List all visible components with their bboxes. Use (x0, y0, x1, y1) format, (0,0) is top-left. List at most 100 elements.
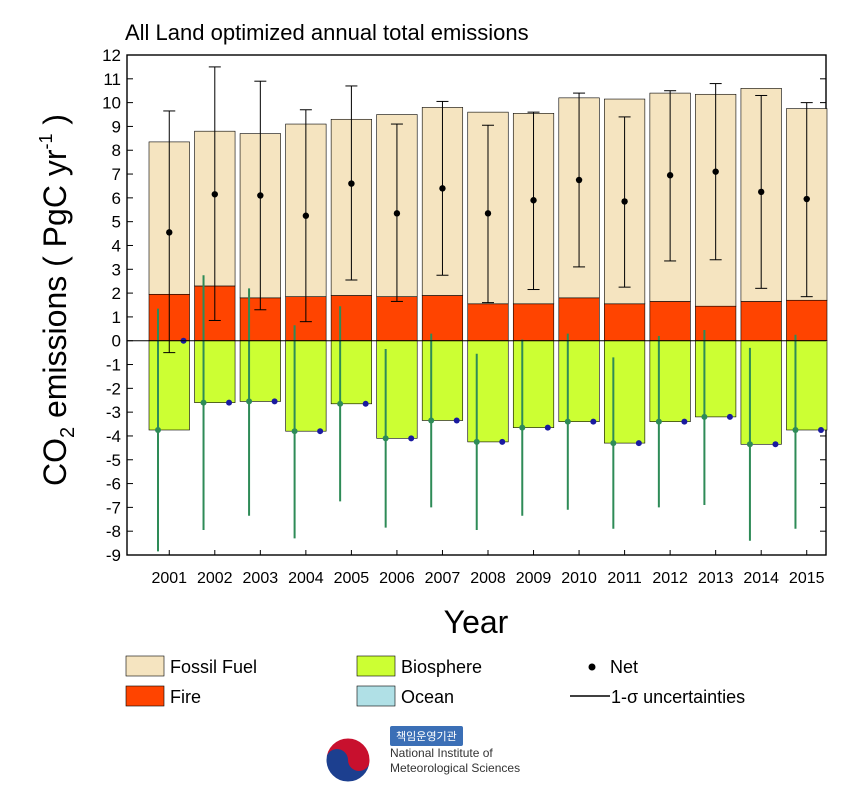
biosphere-point (155, 427, 161, 433)
bar-biosphere (604, 340, 646, 444)
net-point (211, 191, 218, 198)
legend: Fossil Fuel Fire Biosphere Ocean Net 1-σ… (125, 655, 745, 707)
y-tick-label: 5 (112, 213, 121, 232)
biosphere-net-point (317, 428, 324, 435)
net-point (530, 197, 537, 204)
bar-biosphere (194, 340, 236, 403)
bar-biosphere (148, 340, 190, 431)
y-tick-label: 3 (112, 260, 121, 279)
x-tick-label: 2001 (151, 570, 187, 587)
bar-biosphere (239, 340, 281, 402)
biosphere-net-point (362, 400, 369, 407)
bar-biosphere (330, 340, 372, 405)
footer: 책임운영기관 National Institute of Meteorologi… (322, 724, 552, 784)
biosphere-net-point (271, 398, 278, 405)
x-tick-label: 2008 (470, 570, 506, 587)
biosphere-net-point (408, 435, 415, 442)
bar-fire (330, 295, 372, 342)
legend-label-net: Net (610, 657, 638, 677)
biosphere-point (746, 441, 753, 448)
y-tick-label: -5 (106, 451, 121, 470)
biosphere-net-point (590, 418, 597, 425)
nims-logo-icon (325, 737, 371, 783)
net-point (621, 198, 628, 205)
bar-fire (558, 297, 600, 342)
net-point (712, 168, 719, 175)
legend-swatch-fossil (125, 655, 165, 677)
legend-marker-net (588, 663, 596, 671)
bar-biosphere (467, 340, 509, 443)
bar-fire (604, 303, 646, 342)
net-point (575, 176, 583, 184)
org-badge: 책임운영기관 (390, 726, 463, 746)
biosphere-net-point (499, 438, 506, 445)
biosphere-point (473, 438, 480, 445)
y-tick-label: -9 (106, 546, 121, 565)
biosphere-point (655, 418, 662, 425)
legend-label-fossil: Fossil Fuel (170, 657, 257, 677)
bar-biosphere (695, 340, 737, 418)
biosphere-net-point (453, 417, 460, 424)
x-tick-label: 2009 (516, 570, 552, 587)
net-point (439, 185, 446, 192)
org-name: National Institute of Meteorological Sci… (390, 746, 520, 776)
bar-fire (740, 301, 782, 342)
y-tick-label: 2 (112, 284, 121, 303)
y-axis-title-main: CO (37, 438, 73, 486)
chart-title: All Land optimized annual total emission… (125, 20, 529, 45)
y-tick-label: 10 (102, 94, 121, 113)
y-tick-label: 11 (103, 70, 121, 89)
biosphere-net-point (544, 424, 551, 431)
bar-biosphere (512, 340, 555, 428)
biosphere-point (428, 417, 435, 424)
bar-fire (695, 305, 737, 342)
y-tick-label: 9 (112, 117, 121, 136)
org-name-line2: Meteorological Sciences (390, 761, 521, 775)
legend-label-uncert: 1-σ uncertainties (611, 687, 745, 707)
legend-label-biosphere: Biosphere (401, 657, 482, 677)
bar-biosphere (285, 340, 327, 432)
y-tick-label: -6 (106, 475, 121, 494)
bar-biosphere (421, 340, 464, 421)
y-axis-title-rest: emissions ( PgC yr (37, 149, 73, 427)
y-tick-label: 12 (102, 46, 121, 65)
x-axis-title: Year (444, 604, 509, 640)
org-name-line1: National Institute of (390, 746, 493, 760)
bar-biosphere (649, 340, 691, 422)
bar-fire (467, 303, 509, 342)
bar-fire (512, 303, 555, 342)
legend-label-fire: Fire (170, 687, 201, 707)
net-point (803, 195, 810, 203)
net-point (666, 172, 674, 179)
net-point (484, 210, 492, 217)
biosphere-net-point (772, 441, 779, 448)
legend-swatch-ocean (356, 685, 396, 707)
biosphere-net-point (635, 440, 642, 447)
biosphere-net-point (726, 413, 733, 420)
x-tick-label: 2015 (789, 570, 825, 587)
biosphere-net-point (226, 399, 233, 406)
legend-label-ocean: Ocean (401, 687, 454, 707)
biosphere-point (610, 440, 617, 447)
x-tick-label: 2010 (561, 570, 597, 587)
y-tick-label: -8 (106, 522, 121, 541)
x-tick-label: 2011 (607, 570, 642, 587)
x-tick-label: 2003 (243, 570, 279, 587)
y-tick-label: 7 (112, 165, 121, 184)
y-tick-label: -4 (106, 427, 121, 446)
y-tick-label: -7 (106, 498, 121, 517)
x-tick-label: 2004 (288, 570, 324, 587)
bar-biosphere (786, 340, 828, 431)
biosphere-point (701, 413, 708, 420)
bar-biosphere (558, 340, 600, 422)
y-tick-label: -2 (106, 379, 121, 398)
bar-fire (649, 301, 691, 342)
biosphere-point (291, 428, 298, 435)
net-point (757, 188, 765, 196)
x-tick-label: 2006 (379, 570, 415, 587)
y-axis-title-sub: 2 (57, 427, 79, 438)
y-tick-label: -3 (106, 403, 121, 422)
biosphere-point (246, 398, 253, 405)
